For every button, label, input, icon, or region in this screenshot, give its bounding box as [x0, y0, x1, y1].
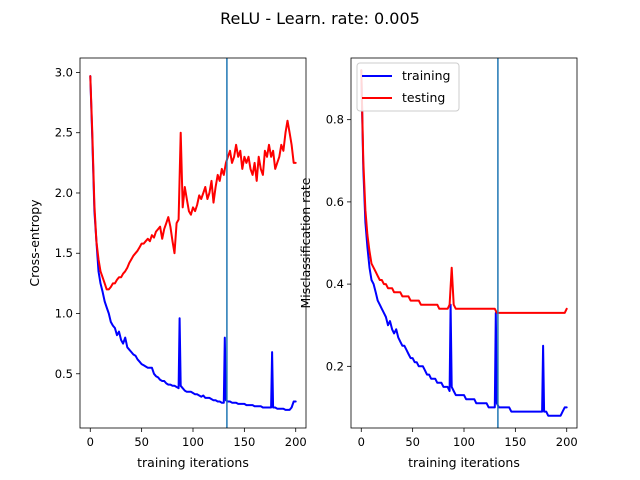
misclassification-series-testing-line: [360, 69, 568, 314]
misclassification-xtick-label: 0: [358, 435, 365, 449]
misclassification-panel: 0 50 100 150 200 0.2 0.4 0.6 0.8 training iterat…: [298, 57, 578, 470]
legend-label-testing: testing: [402, 90, 445, 105]
misclassification-xlabel: training iterations: [408, 455, 520, 470]
cross-entropy-panel: 0 50 100 150 200 0.5 1.0 1.5 2.0 2.5 3.0 training …: [27, 57, 307, 470]
cross-entropy-xtick-label: 150: [233, 435, 255, 449]
misclassification-xtick-label: 200: [556, 435, 578, 449]
cross-entropy-xlabel: training iterations: [137, 455, 249, 470]
cross-entropy-ytick-label: 3.0: [55, 65, 73, 79]
misclassification-ytick-label: 0.4: [326, 277, 344, 291]
cross-entropy-xtick-label: 50: [134, 435, 149, 449]
misclassification-ytick-label: 0.8: [326, 113, 344, 127]
cross-entropy-ytick-label: 1.0: [55, 307, 73, 321]
legend: training testing: [356, 62, 460, 112]
cross-entropy-xtick-label: 100: [182, 435, 204, 449]
cross-entropy-xtick-label: 200: [285, 435, 307, 449]
misclassification-ytick-label: 0.2: [326, 359, 344, 373]
cross-entropy-series-training-line: [89, 75, 297, 411]
misclassification-ylabel: Misclassification rate: [298, 177, 313, 308]
cross-entropy-ytick-label: 2.0: [55, 186, 73, 200]
cross-entropy-xtick-label: 0: [87, 435, 94, 449]
legend-label-training: training: [402, 68, 450, 83]
misclassification-xtick-label: 100: [453, 435, 475, 449]
misclassification-xtick-label: 50: [405, 435, 420, 449]
cross-entropy-series-testing-line: [89, 75, 297, 291]
misclassification-ytick-label: 0.6: [326, 195, 344, 209]
misclassification-series-training-line: [360, 69, 568, 417]
cross-entropy-ytick-label: 1.5: [55, 246, 73, 260]
figure-title: ReLU - Learn. rate: 0.005: [220, 9, 420, 28]
cross-entropy-ylabel: Cross-entropy: [27, 199, 42, 287]
cross-entropy-ytick-label: 2.5: [55, 126, 73, 140]
cross-entropy-ytick-label: 0.5: [55, 367, 73, 381]
misclassification-xtick-label: 150: [504, 435, 526, 449]
